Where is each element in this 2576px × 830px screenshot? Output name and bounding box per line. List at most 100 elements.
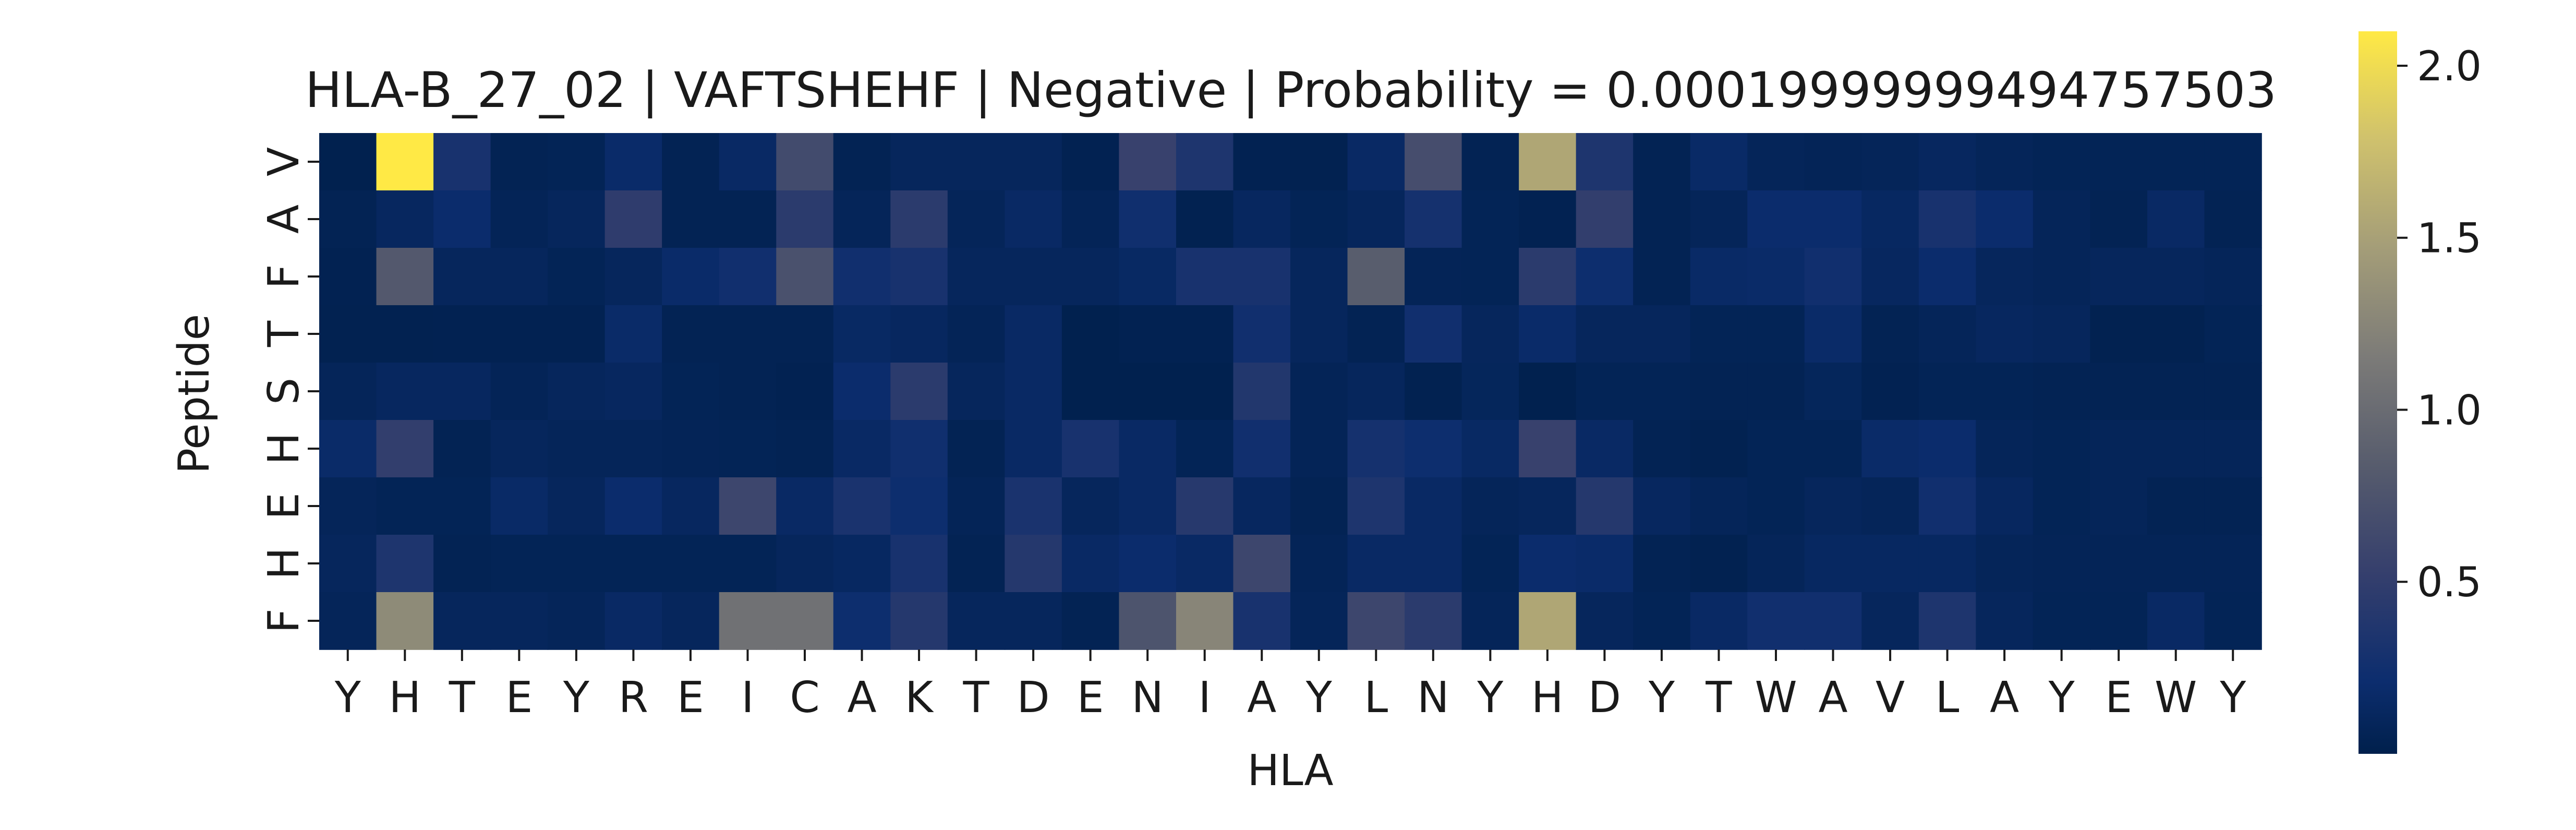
heatmap-cell [1804, 535, 1863, 593]
heatmap-cell [1061, 133, 1120, 191]
heatmap-cell [433, 248, 491, 306]
x-tick-label: A [847, 673, 876, 723]
heatmap-cell [947, 248, 1006, 306]
heatmap-cell [1976, 133, 2034, 191]
heatmap-cell [947, 535, 1006, 593]
heatmap-cell [490, 305, 548, 363]
heatmap-cell [1290, 190, 1348, 248]
x-tick-label: L [1364, 673, 1388, 723]
colorbar-ticks: 0.5 1.0 1.5 2.0 [2397, 43, 2482, 606]
heatmap-cell [1633, 535, 1691, 593]
heatmap-cell [1519, 133, 1577, 191]
heatmap-cell [1119, 535, 1177, 593]
heatmap-cell [1061, 477, 1120, 535]
heatmap-cell [2033, 363, 2091, 420]
heatmap-cell [1861, 133, 1919, 191]
heatmap-cell [1519, 420, 1577, 478]
heatmap-cell [1233, 535, 1291, 593]
heatmap-cell [490, 133, 548, 191]
heatmap-cell [490, 248, 548, 306]
heatmap-cell [376, 248, 434, 306]
heatmap-cell [2090, 535, 2148, 593]
heatmap-cell [376, 535, 434, 593]
heatmap-cell [1918, 592, 1977, 650]
heatmap-cell [1233, 190, 1291, 248]
x-tick-label: Y [2048, 673, 2075, 723]
x-tick-label: W [2155, 673, 2197, 723]
heatmap-cell [376, 477, 434, 535]
heatmap-cell [1061, 420, 1120, 478]
heatmap-cell [1747, 363, 1805, 420]
heatmap-cell [1005, 592, 1062, 650]
colorbar-tick-label: 0.5 [2417, 559, 2482, 606]
heatmap-cell [1861, 190, 1919, 248]
heatmap-cell [1290, 477, 1348, 535]
heatmap-cell [1347, 133, 1405, 191]
heatmap-cell [1461, 248, 1519, 306]
heatmap-cells [319, 133, 2262, 650]
heatmap-cell [1519, 592, 1577, 650]
heatmap-cell [1461, 363, 1519, 420]
heatmap-cell [2033, 477, 2091, 535]
heatmap-cell [2147, 248, 2205, 306]
heatmap-cell [1461, 420, 1519, 478]
heatmap-cell [2090, 477, 2148, 535]
heatmap-cell [1461, 535, 1519, 593]
heatmap-cell [1461, 305, 1519, 363]
heatmap-cell [1347, 363, 1405, 420]
x-tick-label: H [1531, 673, 1564, 723]
heatmap-cell [719, 420, 777, 478]
heatmap-cell [604, 248, 662, 306]
heatmap-cell [1747, 305, 1805, 363]
heatmap-cell [490, 190, 548, 248]
heatmap-cell [1061, 535, 1120, 593]
heatmap-cell [2090, 190, 2148, 248]
y-tick-label: H [259, 547, 309, 580]
y-tick-label: E [259, 492, 309, 520]
heatmap-cell [490, 592, 548, 650]
heatmap-cell [719, 190, 777, 248]
colorbar [2359, 31, 2397, 754]
heatmap-cell [1918, 305, 1977, 363]
heatmap-cell [1976, 190, 2034, 248]
heatmap-cell [1918, 535, 1977, 593]
heatmap-cell [1861, 420, 1919, 478]
heatmap-cell [376, 363, 434, 420]
heatmap-cell [1005, 535, 1062, 593]
heatmap-cell [662, 420, 720, 478]
heatmap-cell [1347, 477, 1405, 535]
heatmap-cell [2147, 190, 2205, 248]
x-tick-label: E [2105, 673, 2132, 723]
heatmap-cell [1119, 305, 1177, 363]
heatmap-cell [719, 363, 777, 420]
y-tick-label: V [259, 147, 309, 176]
heatmap-cell [833, 133, 891, 191]
heatmap-cell [2204, 592, 2262, 650]
heatmap-cell [1861, 305, 1919, 363]
heatmap-cell [1519, 363, 1577, 420]
heatmap-cell [1976, 248, 2034, 306]
heatmap-cell [1233, 133, 1291, 191]
heatmap-cell [1005, 305, 1062, 363]
heatmap-cell [1804, 248, 1863, 306]
heatmap-cell [1633, 305, 1691, 363]
heatmap-cell [319, 477, 377, 535]
heatmap-cell [1633, 190, 1691, 248]
x-tick-label: D [1017, 673, 1050, 723]
heatmap-cell [1747, 420, 1805, 478]
heatmap-cell [890, 363, 948, 420]
heatmap-cell [1576, 592, 1634, 650]
heatmap-cell [2204, 305, 2262, 363]
heatmap-cell [662, 477, 720, 535]
heatmap-cell [776, 535, 834, 593]
heatmap-cell [776, 363, 834, 420]
heatmap-cell [1061, 363, 1120, 420]
heatmap-cell [890, 133, 948, 191]
heatmap-cell [319, 133, 377, 191]
heatmap-cell [319, 363, 377, 420]
heatmap-cell [2033, 133, 2091, 191]
heatmap-cell [604, 363, 662, 420]
heatmap-cell [1005, 248, 1062, 306]
heatmap-cell [1519, 248, 1577, 306]
